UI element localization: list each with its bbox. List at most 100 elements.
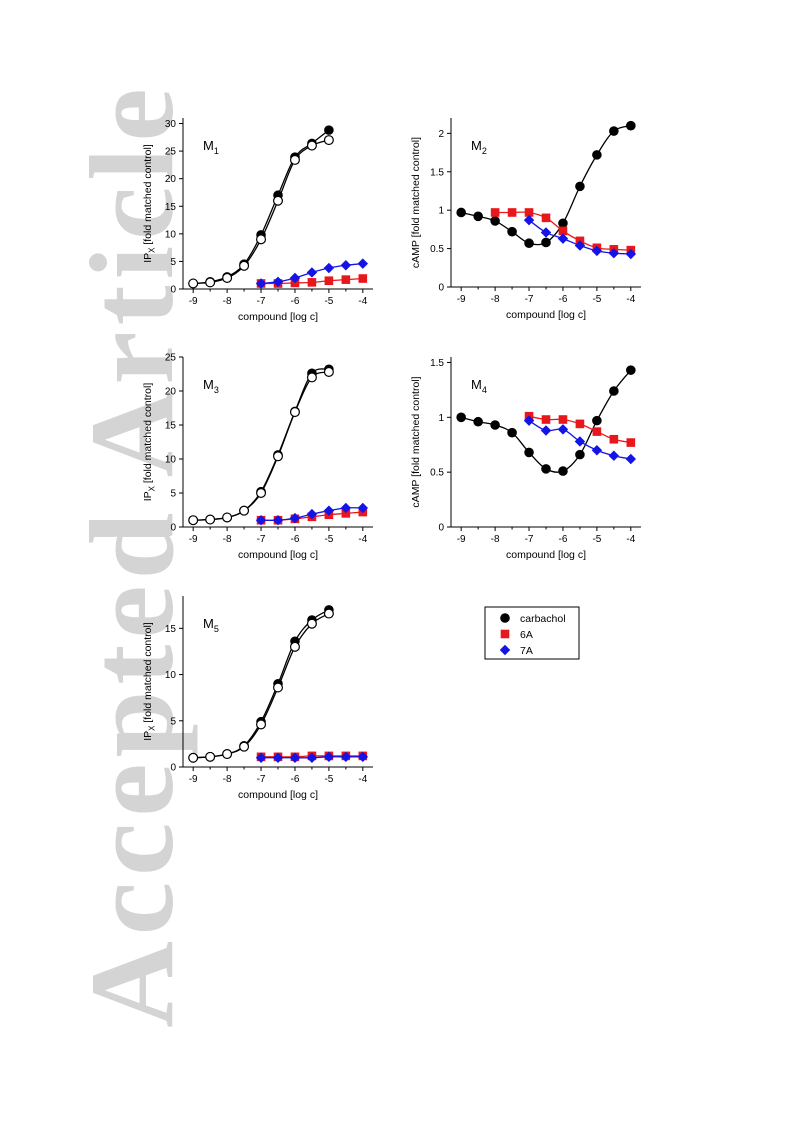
data-point-carbachol-open xyxy=(239,505,250,516)
data-point-carbachol-open xyxy=(306,372,317,383)
y-tick-label: 25 xyxy=(165,353,177,364)
data-point-carbachol xyxy=(490,216,500,226)
data-point-carbachol-open xyxy=(239,741,250,752)
x-tick-label: -6 xyxy=(559,534,568,545)
data-point-7a xyxy=(540,227,552,238)
y-tick-label: 0.5 xyxy=(430,468,444,479)
legend-label-6a: 6A xyxy=(520,629,533,641)
x-tick-label: -5 xyxy=(592,294,601,305)
data-point-carbachol xyxy=(575,181,585,192)
y-tick-label: 0 xyxy=(438,283,444,294)
data-point-carbachol-open xyxy=(289,407,300,418)
data-point-7a xyxy=(574,240,586,251)
y-tick-label: 15 xyxy=(165,202,177,213)
data-point-7a xyxy=(272,514,284,526)
x-tick-label: -7 xyxy=(257,774,266,785)
data-point-7a xyxy=(557,233,569,244)
y-axis-label-main: IP xyxy=(142,731,154,741)
panel-label-main: M xyxy=(203,138,214,153)
data-point-carbachol xyxy=(324,125,334,135)
y-axis-label-sub: X xyxy=(148,247,157,253)
data-point-7a xyxy=(540,425,552,436)
y-axis-label-sub: X xyxy=(148,485,157,491)
data-point-carbachol-open xyxy=(188,278,199,289)
data-point-carbachol xyxy=(456,207,466,218)
data-point-7a xyxy=(306,267,318,278)
panel-label-main: M xyxy=(203,616,214,631)
panel-label-sub: 1 xyxy=(214,146,219,156)
data-point-carbachol-open xyxy=(289,641,300,652)
y-tick-label: 0 xyxy=(170,763,176,774)
data-point-7a xyxy=(625,248,637,260)
data-point-carbachol xyxy=(558,466,568,476)
y-axis-label-sub: X xyxy=(148,725,157,731)
x-axis-label: compound [log c] xyxy=(506,309,586,321)
panel-m4: -9 -8 -7 -6 -5 -4 0 0.5 1 1.5 compound [log c] cAMP… xyxy=(410,357,641,561)
panel-label-main: M xyxy=(471,138,482,153)
x-tick-label: -4 xyxy=(358,534,367,545)
x-tick-label: -4 xyxy=(358,296,367,307)
data-point-carbachol xyxy=(626,365,636,375)
y-tick-label: 0 xyxy=(170,523,176,534)
x-tick-label: -9 xyxy=(189,774,198,785)
panel-m2: -9 -8 -7 -6 -5 -4 0 0.5 1 1.5 2 compound [log c] cAM… xyxy=(410,118,641,321)
y-tick-label: 15 xyxy=(165,624,177,635)
data-point-7a xyxy=(340,502,352,514)
y-axis-label-main: IP xyxy=(142,491,154,501)
y-tick-label: 5 xyxy=(170,489,176,500)
data-point-carbachol xyxy=(609,126,619,136)
data-point-carbachol xyxy=(626,120,636,131)
data-point-carbachol xyxy=(507,226,517,237)
y-tick-label: 30 xyxy=(165,119,177,130)
data-point-carbachol xyxy=(575,449,585,460)
data-point-carbachol-open xyxy=(256,719,267,730)
x-tick-label: -7 xyxy=(525,534,534,545)
y-tick-label: 10 xyxy=(165,670,177,681)
y-axis-label: IPX [fold matched control] xyxy=(142,383,157,502)
data-point-7a xyxy=(591,245,603,257)
x-axis-label: compound [log c] xyxy=(506,549,586,561)
data-point-6a xyxy=(307,278,317,287)
x-axis-label: compound [log c] xyxy=(238,311,318,323)
data-point-carbachol-open xyxy=(256,488,267,499)
panel-label-sub: 5 xyxy=(214,624,219,634)
data-point-6a xyxy=(609,434,619,444)
data-point-7a xyxy=(557,424,569,435)
legend: carbachol 6A 7A xyxy=(484,606,580,660)
y-axis-label: cAMP [fold matched control] xyxy=(410,137,422,268)
y-tick-label: 5 xyxy=(170,716,176,727)
x-tick-label: -6 xyxy=(559,294,568,305)
data-point-7a xyxy=(357,258,369,269)
data-point-carbachol-open xyxy=(306,618,317,629)
fit-curve-carbachol-open xyxy=(193,139,330,285)
data-point-carbachol-open xyxy=(256,234,267,245)
panel-label: M3 xyxy=(203,377,219,395)
y-tick-label: 10 xyxy=(165,455,177,466)
y-tick-label: 1.5 xyxy=(430,358,444,369)
x-tick-label: -8 xyxy=(223,534,232,545)
panel-label-sub: 2 xyxy=(482,146,487,156)
x-tick-label: -8 xyxy=(491,534,500,545)
data-point-carbachol-open xyxy=(205,751,216,762)
data-point-carbachol-open xyxy=(273,682,284,693)
data-point-7a xyxy=(289,752,301,763)
data-point-7a xyxy=(625,453,637,465)
data-point-6a xyxy=(507,208,517,217)
data-point-carbachol xyxy=(541,464,551,474)
data-point-7a xyxy=(323,505,335,516)
data-point-carbachol-open xyxy=(222,512,233,523)
data-point-7a xyxy=(523,214,535,226)
y-tick-label: 0.5 xyxy=(430,244,444,255)
data-point-carbachol-open xyxy=(273,195,284,206)
data-point-7a xyxy=(574,436,586,447)
data-point-carbachol xyxy=(456,412,466,423)
x-tick-label: -6 xyxy=(291,774,300,785)
data-point-7a xyxy=(523,415,535,426)
legend-marker-carbachol xyxy=(500,613,510,623)
data-point-6a xyxy=(541,213,551,223)
legend-marker-6a xyxy=(500,629,510,639)
data-point-6a xyxy=(592,427,602,436)
y-tick-label: 2 xyxy=(438,129,444,140)
